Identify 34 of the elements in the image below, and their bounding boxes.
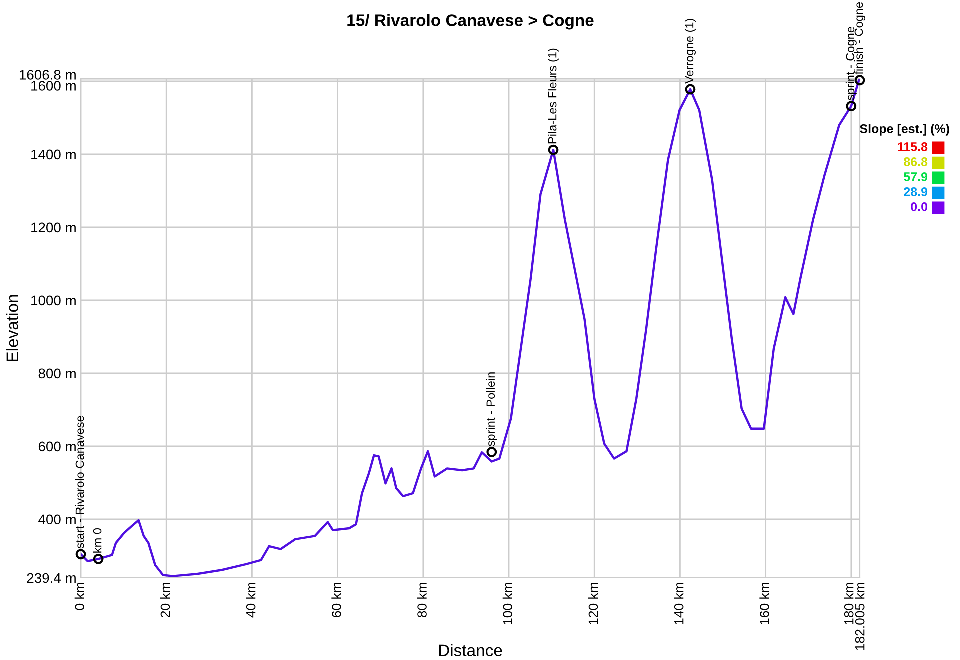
y-tick-label: 400 m (38, 514, 76, 525)
y-tick-label: 1600 m (32, 81, 76, 91)
annotation: Pila-Les Fleurs (1) (548, 48, 560, 144)
color-bar-label: 28.9 (904, 188, 928, 196)
x-axis-title: Distance (439, 644, 502, 656)
x-tick-label: 60 km (332, 583, 342, 618)
y-tick-label: 1400 m (32, 150, 76, 160)
chart-title: 15/ Rivarolo Canavese > Cogne (348, 14, 594, 30)
annotation: Verrogne (1) (684, 19, 696, 84)
x-tick-label: 120 km (588, 583, 598, 624)
x-tick-label: 160 km (760, 583, 770, 624)
color-bar-label: 115.8 (898, 142, 928, 152)
x-tick-label: 140 km (674, 583, 684, 624)
annotation: start - Rivarolo Canavese (76, 416, 84, 549)
x-tick-label: 40 km (246, 583, 256, 618)
color-bar-label: 57.9 (904, 172, 928, 182)
x-tick-label: 180 km (844, 583, 854, 624)
color-bar-title: Slope [est.] (%) (860, 124, 950, 136)
x-tick-label: 182.005 km (855, 583, 865, 650)
x-tick-label: 80 km (417, 583, 427, 618)
annotation: sprint - Pollein (486, 372, 498, 446)
color-bar-label: 86.8 (904, 158, 928, 166)
y-tick-label: 800 m (38, 368, 76, 379)
y-tick-label: 1606.8 m (20, 70, 76, 80)
y-tick-label: 239.4 m (27, 573, 76, 584)
y-tick-label: 600 m (38, 442, 76, 452)
x-tick-label: 100 km (502, 583, 513, 624)
annotation: km 0 (93, 528, 102, 553)
color-bar-label: 0.0 (911, 202, 928, 212)
y-axis-title: Elevation (6, 295, 18, 362)
y-tick-label: 1200 m (32, 222, 76, 233)
x-tick-label: 20 km (160, 583, 170, 618)
x-tick-label: 0 km (74, 583, 85, 610)
y-tick-label: 1000 m (32, 296, 76, 306)
